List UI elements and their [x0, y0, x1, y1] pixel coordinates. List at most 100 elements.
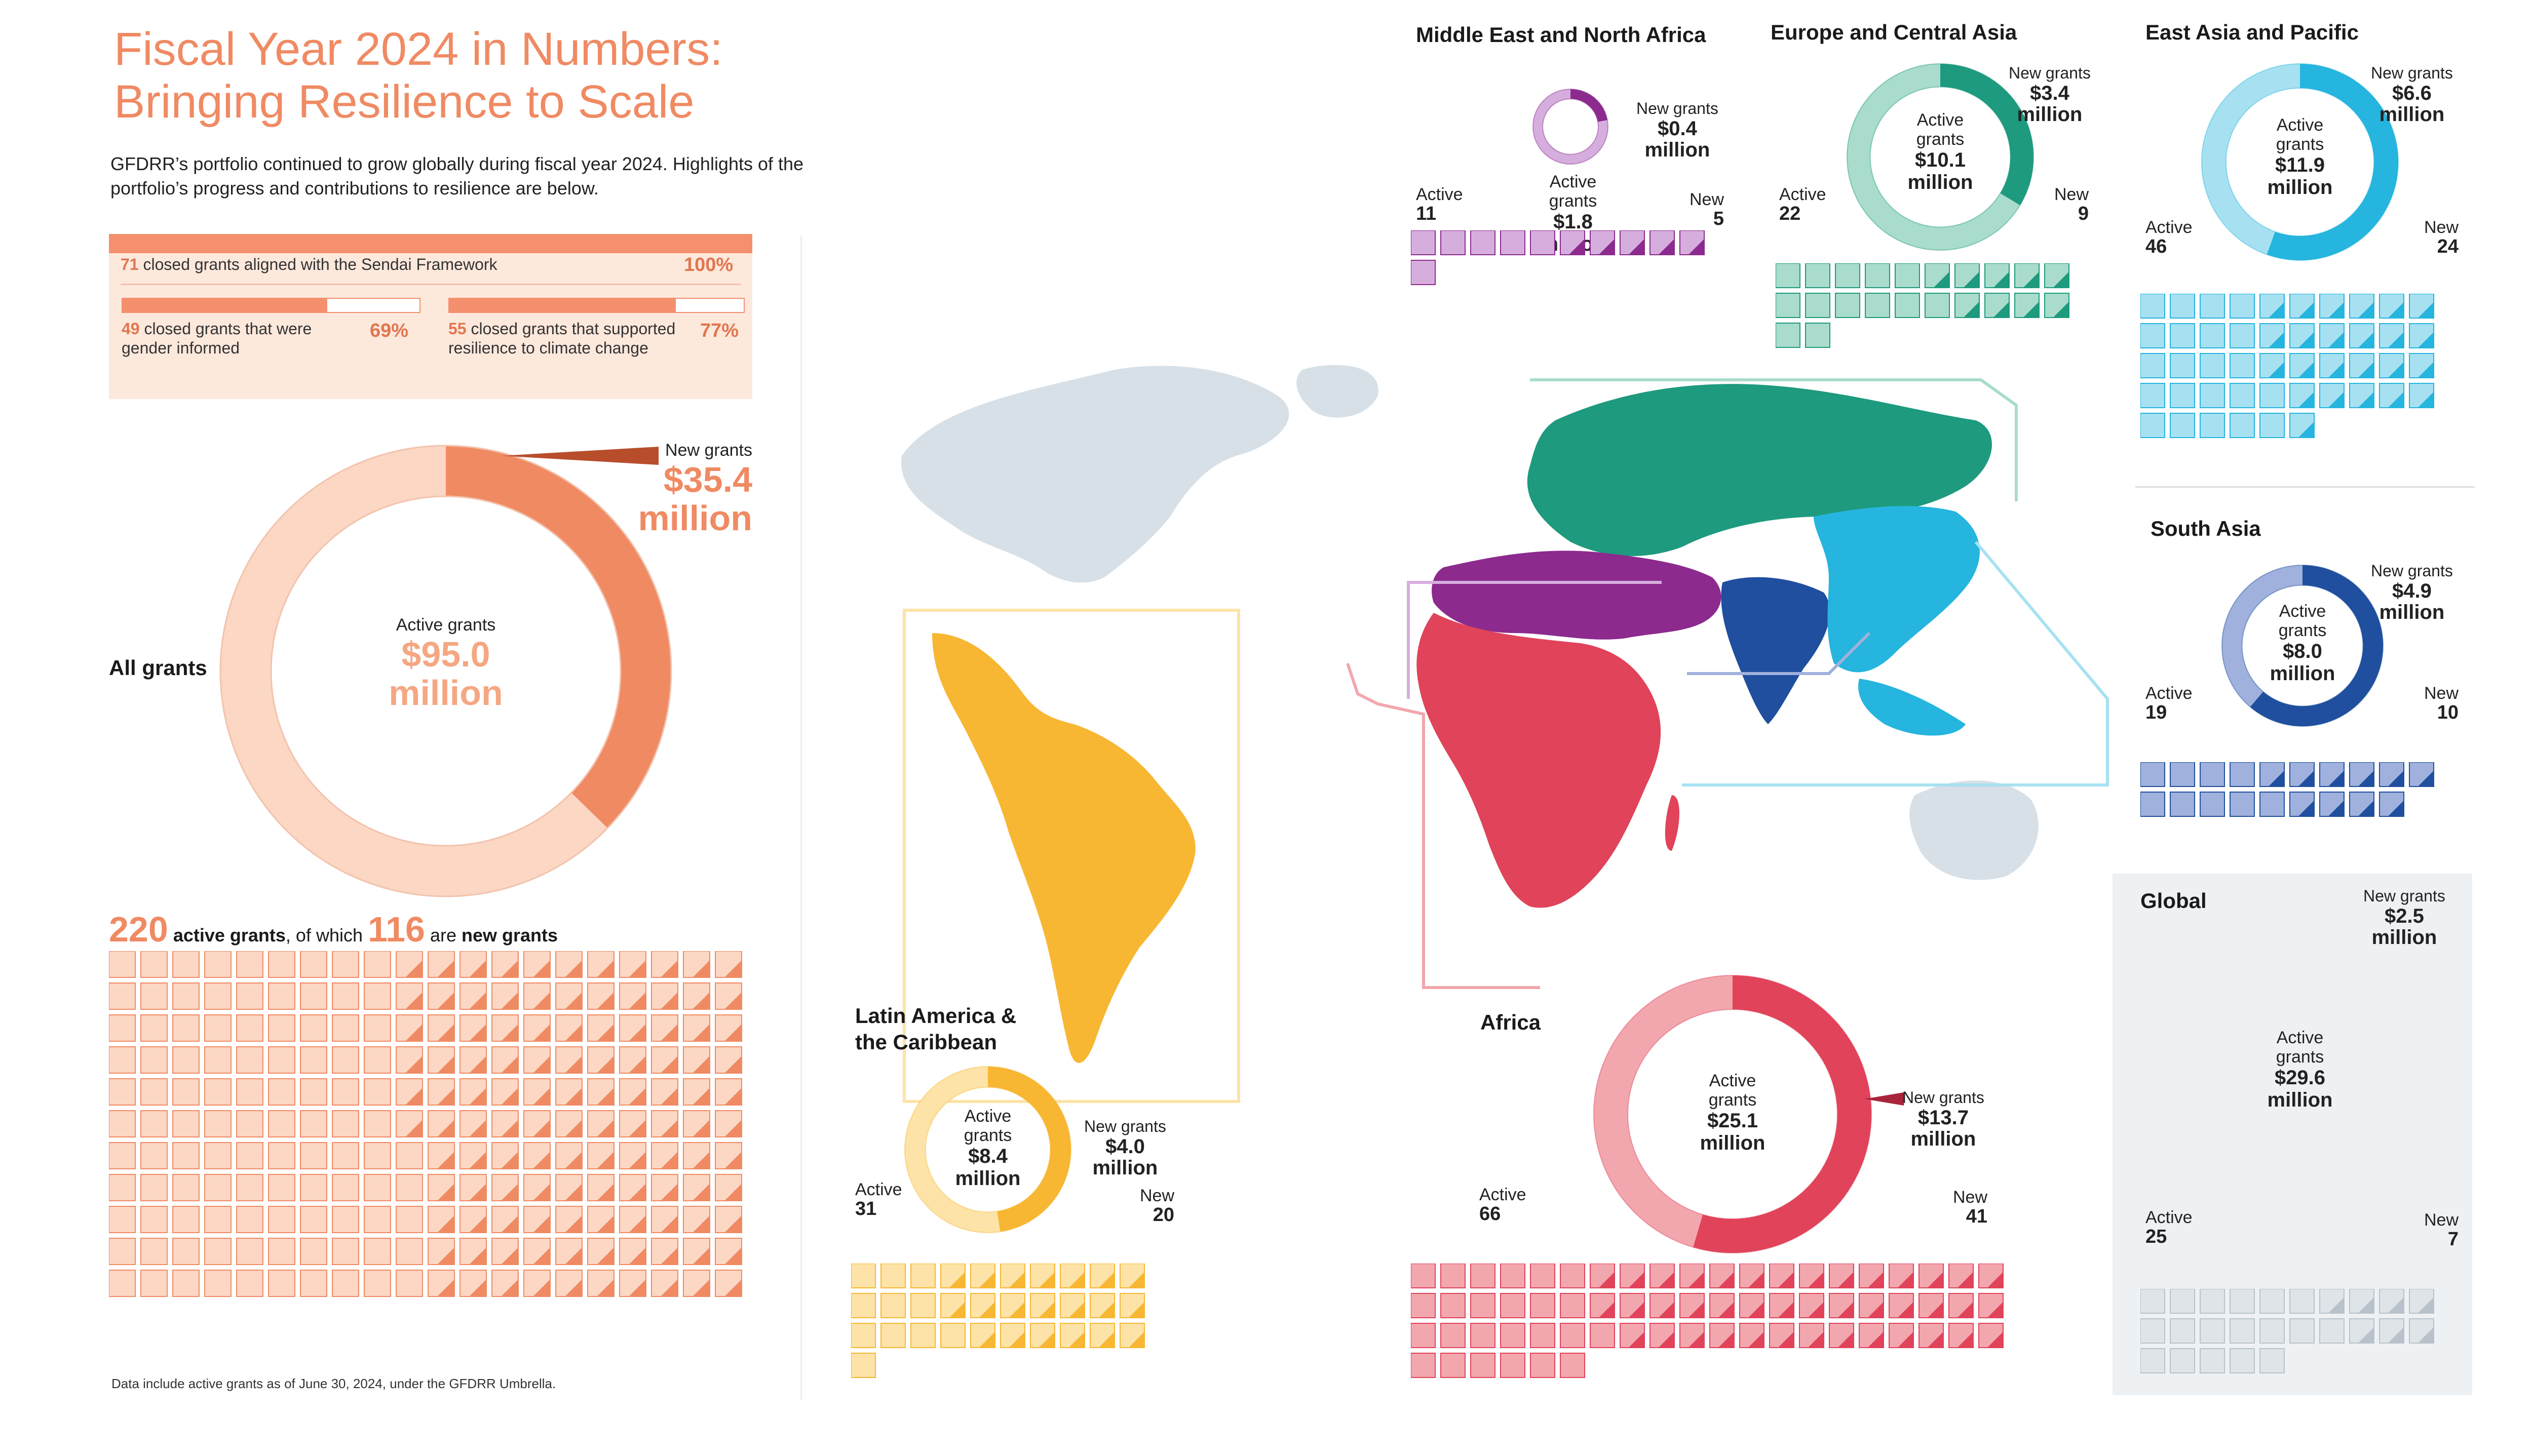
- all-grant-icon: [587, 1206, 615, 1233]
- eap-grant-icon: [2259, 294, 2285, 319]
- all-grant-icon: [364, 1046, 391, 1074]
- madagascar: [1665, 795, 1679, 851]
- all-new-grant-marker: [565, 1088, 582, 1105]
- eap-grant-icon: [2170, 413, 2195, 438]
- all-count-mid: , of which: [285, 925, 363, 946]
- all-new-grant-marker: [597, 1024, 614, 1041]
- all-grant-icon: [428, 1142, 455, 1169]
- vertical-divider: [800, 235, 802, 1400]
- all-count-line: 220 active grants, of which 116 are new …: [109, 909, 558, 950]
- eca-grant-icon: [1925, 293, 1950, 318]
- all-grant-icon: [555, 1014, 583, 1042]
- global-new-grant-marker: [2417, 1297, 2434, 1313]
- all-grant-icon: [172, 1142, 200, 1169]
- all-grant-icon: [523, 1270, 551, 1297]
- all-new-grant-marker: [405, 1024, 423, 1041]
- africa-grant-icon: [1649, 1293, 1675, 1318]
- eap-grant-icon: [2170, 294, 2195, 319]
- africa-grant-icon: [1709, 1293, 1735, 1318]
- all-grant-icon: [364, 1142, 391, 1169]
- all-grant-icon: [491, 1206, 519, 1233]
- all-new-grant-marker: [437, 1279, 454, 1296]
- all-grant-icon: [268, 1110, 295, 1137]
- global-grant-icon: [2409, 1318, 2434, 1344]
- sa-new-legend: New grants $4.9 million: [2371, 561, 2453, 623]
- global-new-grant-marker: [2328, 1297, 2344, 1313]
- africa-grant-icon: [1411, 1293, 1436, 1318]
- all-grant-icon: [587, 1014, 615, 1042]
- all-grant-icon: [555, 1046, 583, 1074]
- all-grant-icon: [651, 951, 678, 978]
- all-grant-icon: [619, 982, 646, 1010]
- global-active-value: $29.6: [2274, 1067, 2326, 1089]
- africa-grant-icon: [1470, 1293, 1495, 1318]
- eap-new-count-value: 24: [2437, 236, 2459, 257]
- all-grants-label: All grants: [109, 656, 207, 680]
- eap-grant-icon: [2200, 323, 2225, 348]
- all-grant-icon: [364, 1174, 391, 1201]
- all-grant-icon: [236, 1238, 263, 1265]
- global-grant-icon: [2349, 1289, 2374, 1314]
- africa-new-arc: [1693, 975, 1871, 1253]
- eap-active-tag: Active: [2145, 218, 2193, 237]
- africa-grant-icon: [1500, 1264, 1525, 1288]
- all-grant-icon: [332, 1174, 359, 1201]
- all-grant-icon: [332, 1046, 359, 1074]
- all-new-grant-marker: [437, 1215, 454, 1233]
- all-active-value: $95.0: [401, 635, 490, 674]
- africa-grant-icon: [1590, 1293, 1615, 1318]
- lac-title-2: the Caribbean: [855, 1030, 997, 1054]
- eap-grant-icon: [2259, 413, 2285, 438]
- all-grant-icon: [332, 1238, 359, 1265]
- africa-grant-icon: [1739, 1293, 1764, 1318]
- all-grant-icon: [619, 1238, 646, 1265]
- africa-grant-icon: [1620, 1293, 1645, 1318]
- eca-grant-icon: [2044, 293, 2069, 318]
- all-grant-icon: [396, 1238, 423, 1265]
- all-grant-icon: [300, 1206, 327, 1233]
- gender-text-1: closed grants that were: [144, 320, 312, 338]
- all-grant-icon: [459, 1142, 487, 1169]
- eca-grant-icon: [1805, 323, 1830, 348]
- all-grant-icon: [683, 1270, 710, 1297]
- eca-active-label: Active: [1916, 110, 1964, 130]
- all-grant-icon: [651, 1174, 678, 1201]
- eap-new-grant-marker: [2417, 302, 2434, 318]
- sa-inner-edge: [2241, 584, 2364, 707]
- eap-grant-icon: [2200, 383, 2225, 408]
- all-grant-icon: [459, 1174, 487, 1201]
- all-new-grant-marker: [437, 1056, 454, 1073]
- sa-donut: [2221, 565, 2384, 727]
- africa-outline: [1346, 663, 1540, 989]
- all-grant-icon: [428, 1110, 455, 1137]
- eca-grant-icon: [1984, 263, 2010, 288]
- lac-grant-icon: [1000, 1264, 1025, 1288]
- all-grant-icon: [683, 1046, 710, 1074]
- lac-title: Latin America & the Caribbean: [855, 1003, 1016, 1055]
- all-grant-icon: [651, 1142, 678, 1169]
- all-grant-icon: [204, 982, 232, 1010]
- eap-grant-icon: [2200, 413, 2225, 438]
- eap-grant-icon: [2349, 353, 2374, 378]
- eca-grant-icon: [1895, 293, 1920, 318]
- all-grant-icon: [683, 1206, 710, 1233]
- eap-new-grant-marker: [2298, 362, 2314, 378]
- africa-grant-icon: [1470, 1353, 1495, 1378]
- greenland: [1296, 365, 1378, 418]
- eca-grant-icon: [1835, 263, 1860, 288]
- all-grant-icon: [491, 1238, 519, 1265]
- all-grant-icon: [683, 1238, 710, 1265]
- sa-new-grant-marker: [2417, 770, 2434, 786]
- all-grant-icon: [300, 1142, 327, 1169]
- all-grant-icon: [396, 1174, 423, 1201]
- all-grant-icon: [715, 1174, 742, 1201]
- global-grant-icon: [2200, 1289, 2225, 1314]
- all-grant-icon: [459, 1206, 487, 1233]
- all-grant-icon: [523, 951, 551, 978]
- africa-active-tag: Active: [1479, 1185, 1526, 1204]
- all-grant-icon: [619, 951, 646, 978]
- africa-grant-icon: [1918, 1323, 1944, 1348]
- africa-new-label: New grants: [1902, 1088, 1984, 1107]
- eap-active-count: Active 46: [2145, 218, 2193, 256]
- eap-grant-icon: [2379, 323, 2404, 348]
